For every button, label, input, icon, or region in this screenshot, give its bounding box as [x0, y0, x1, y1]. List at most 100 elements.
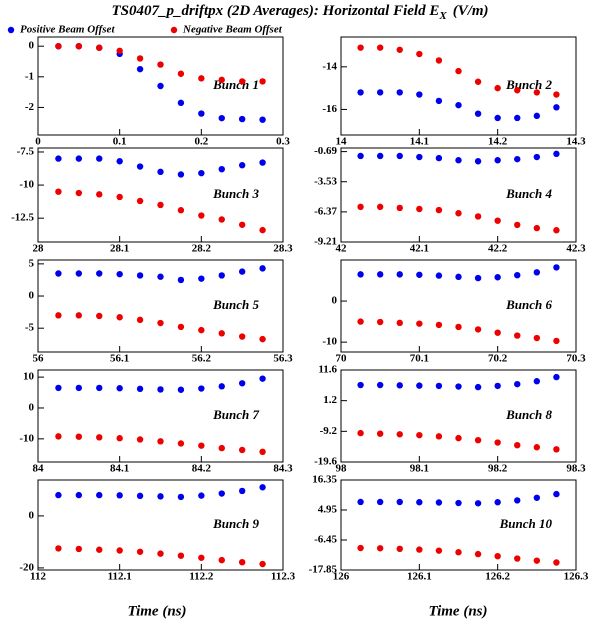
data-point [494, 274, 501, 281]
data-point [553, 150, 560, 158]
data-point [396, 319, 403, 327]
data-point [416, 205, 423, 213]
data-point [514, 221, 521, 229]
data-point [416, 546, 423, 553]
x-tick-label: 0 [35, 136, 41, 148]
data-point [357, 89, 364, 96]
data-point [514, 380, 521, 388]
legend-marker [7, 26, 15, 34]
data-point [177, 207, 185, 214]
data-point [157, 61, 164, 68]
y-tick-label: 0 [29, 509, 35, 521]
data-point [136, 272, 144, 279]
data-point [396, 382, 403, 389]
x-tick-label: 112.3 [271, 571, 296, 583]
y-tick-label: -6.37 [314, 205, 337, 217]
data-point [75, 384, 83, 392]
data-point [177, 171, 185, 178]
y-tick-label: 10 [23, 371, 35, 383]
data-point [455, 323, 462, 331]
data-point [435, 547, 443, 554]
data-point [553, 373, 560, 381]
x-tick-label: 112 [30, 571, 46, 583]
data-point [553, 446, 560, 453]
data-point [136, 492, 144, 500]
plot-frame [37, 147, 284, 243]
data-point [455, 210, 462, 217]
x-tick-label: 84.3 [273, 463, 293, 475]
data-point [494, 329, 501, 336]
data-point [514, 555, 521, 562]
y-tick-label: 11.6 [318, 364, 337, 376]
data-point [259, 159, 266, 166]
data-point [376, 271, 384, 278]
data-point [455, 499, 462, 507]
data-point [96, 546, 103, 553]
data-point [116, 47, 123, 54]
bunch-label: Bunch 4 [505, 186, 552, 201]
data-point [396, 271, 403, 278]
data-point [259, 560, 266, 568]
data-point [494, 439, 501, 446]
data-point [455, 549, 462, 556]
data-point [533, 557, 541, 564]
data-point [435, 97, 443, 105]
data-point [514, 271, 521, 279]
y-tick-label: -0.69 [314, 145, 337, 157]
data-point [474, 500, 482, 507]
data-point [474, 213, 482, 220]
x-tick-label: 70 [336, 353, 348, 365]
data-point [157, 386, 164, 393]
data-point [96, 312, 103, 320]
bunch-label: Bunch 2 [505, 77, 552, 92]
data-point [357, 271, 364, 278]
plot-frame [340, 369, 577, 463]
data-point [435, 433, 443, 440]
x-tick-label: 98.2 [488, 463, 508, 475]
x-tick-label: 98 [336, 463, 348, 475]
data-point [396, 152, 403, 160]
data-point [136, 436, 144, 443]
data-point [238, 333, 246, 340]
data-point [416, 320, 423, 327]
x-tick-label: 14.2 [488, 136, 508, 148]
y-tick-label: -10 [19, 179, 34, 191]
data-point [435, 321, 443, 329]
data-point [218, 272, 225, 279]
data-point [218, 383, 225, 390]
data-point [416, 271, 423, 278]
data-point [75, 491, 83, 499]
data-point [157, 550, 164, 557]
plot-frame [37, 479, 284, 571]
data-point [75, 189, 83, 197]
data-point [494, 499, 501, 506]
data-point [238, 380, 246, 387]
data-point [259, 265, 266, 272]
data-point [198, 554, 205, 561]
data-point [396, 46, 403, 53]
data-point [136, 316, 144, 324]
data-point [198, 385, 205, 392]
y-tick-label: 0 [29, 290, 35, 302]
data-point [55, 312, 62, 319]
data-point [376, 89, 384, 96]
data-point [177, 386, 185, 393]
data-point [116, 314, 123, 321]
data-point [136, 163, 144, 170]
data-point [96, 491, 103, 499]
data-point [218, 114, 225, 122]
data-point [75, 270, 83, 277]
data-point [553, 337, 560, 345]
y-tick-label: 16.35 [312, 474, 337, 486]
data-point [533, 494, 541, 501]
data-point [218, 76, 225, 84]
x-tick-label: 42.2 [488, 243, 508, 255]
data-point [198, 110, 205, 117]
data-point [376, 44, 384, 51]
x-tick-label: 14 [336, 136, 348, 148]
data-point [514, 87, 521, 94]
data-point [157, 273, 164, 280]
y-tick-label: -3.53 [314, 175, 337, 187]
data-point [533, 112, 541, 120]
data-point [533, 89, 541, 96]
